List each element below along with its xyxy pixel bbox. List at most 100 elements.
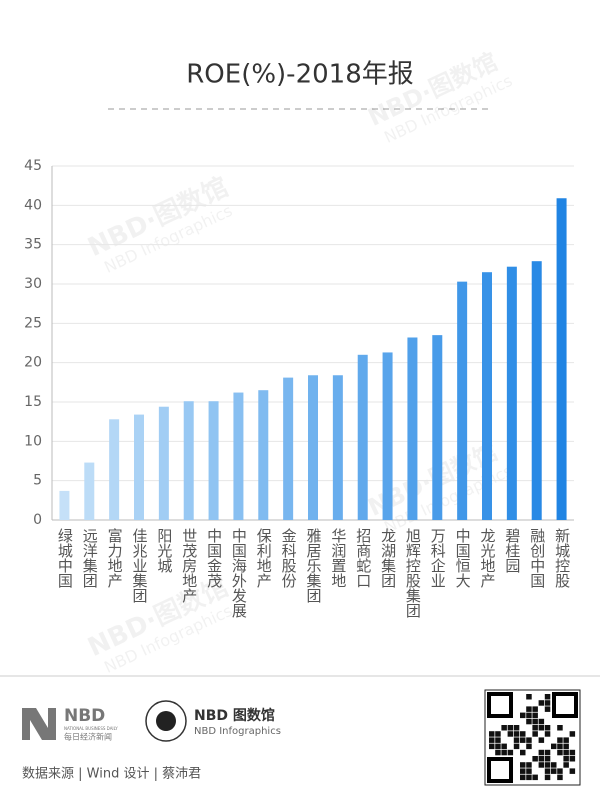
- qr-module: [544, 768, 551, 774]
- bar: [84, 462, 95, 520]
- nbd-logo-text: NBD: [64, 706, 105, 726]
- bar: [482, 272, 492, 520]
- qr-module: [501, 743, 507, 750]
- qr-module: [526, 737, 532, 743]
- qr-module: [495, 731, 501, 737]
- y-tick-label: 35: [24, 237, 42, 253]
- y-tick-label: 0: [33, 512, 42, 528]
- x-tick-label: 佳兆业集团: [131, 528, 149, 603]
- qr-module: [544, 749, 551, 756]
- y-tick-label: 5: [33, 473, 42, 489]
- qr-module: [520, 712, 526, 719]
- qr-module: [489, 731, 495, 737]
- bar: [382, 352, 393, 520]
- qr-module: [526, 768, 532, 774]
- source-text: 数据来源 | Wind 设计 | 蔡沛君: [22, 767, 201, 782]
- qr-module: [520, 749, 526, 756]
- bar: [407, 337, 418, 520]
- qr-module: [513, 725, 520, 731]
- bar: [208, 401, 219, 520]
- qr-module: [557, 737, 563, 743]
- qr-module: [501, 725, 507, 731]
- qr-module: [557, 743, 563, 750]
- qr-module: [538, 737, 545, 743]
- qr-module: [538, 756, 545, 762]
- qr-module: [544, 731, 551, 737]
- x-tick-label: 保利地产: [255, 528, 273, 588]
- x-tick-label: 龙光地产: [479, 528, 497, 588]
- bar: [432, 335, 443, 520]
- qr-module: [513, 737, 520, 743]
- qr-module: [557, 725, 563, 731]
- bar: [308, 375, 318, 520]
- qr-module: [520, 762, 526, 768]
- qr-module: [513, 731, 520, 737]
- qr-module: [538, 762, 545, 768]
- qr-module: [526, 743, 532, 750]
- x-tick-label: 阳光城: [155, 528, 173, 574]
- x-tick-label: 富力地产: [106, 527, 124, 588]
- qr-module: [532, 718, 538, 725]
- qr-module: [513, 743, 520, 750]
- info-logo-icon: [156, 711, 176, 731]
- qr-module: [569, 756, 576, 762]
- qr-module: [569, 731, 576, 737]
- qr-module: [526, 706, 532, 712]
- qr-module: [544, 774, 551, 781]
- bar: [357, 354, 368, 520]
- qr-module: [563, 743, 569, 750]
- qr-module: [551, 762, 557, 768]
- bar: [531, 261, 542, 520]
- qr-module: [557, 768, 563, 774]
- qr-module: [563, 756, 569, 762]
- bar: [457, 281, 468, 520]
- bar: [332, 375, 343, 520]
- nbd-logo-icon: [22, 708, 56, 740]
- qr-module: [569, 768, 576, 774]
- qr-module: [526, 694, 532, 700]
- x-tick-label: 世茂房地产: [180, 528, 198, 603]
- qr-module: [532, 706, 538, 712]
- chart-title: ROE(%)-2018年报: [186, 60, 414, 90]
- x-tick-label: 旭辉控股集团: [404, 528, 422, 618]
- nbd-logo-en: NATIONAL BUSINESS DAILY: [64, 726, 118, 731]
- qr-module: [501, 749, 507, 756]
- qr-module: [526, 712, 532, 719]
- qr-module: [532, 725, 538, 731]
- x-tick-label: 金科股份: [280, 528, 298, 589]
- qr-module: [544, 725, 551, 731]
- y-tick-label: 45: [24, 158, 42, 174]
- qr-module: [507, 749, 514, 756]
- qr-module: [557, 774, 563, 781]
- y-tick-label: 25: [24, 315, 42, 331]
- info-logo-cn: NBD 图数馆: [194, 707, 275, 724]
- x-tick-label: 中国海外发展: [230, 528, 248, 618]
- x-tick-label: 龙湖集团: [379, 528, 397, 588]
- qr-module: [569, 749, 576, 756]
- qr-module: [563, 737, 569, 743]
- y-tick-label: 30: [24, 276, 42, 292]
- qr-module: [538, 700, 545, 706]
- qr-module: [532, 774, 538, 781]
- qr-module: [551, 768, 557, 774]
- bar: [109, 419, 120, 520]
- qr-module: [520, 768, 526, 774]
- bar: [183, 401, 194, 520]
- qr-module: [489, 737, 495, 743]
- qr-module: [563, 762, 569, 768]
- qr-module: [532, 756, 538, 762]
- qr-module: [520, 737, 526, 743]
- qr-module: [557, 749, 563, 756]
- qr-module: [544, 756, 551, 762]
- nbd-logo-cn: 每日经济新闻: [64, 732, 112, 742]
- x-tick-label: 华润置地: [329, 528, 347, 588]
- x-tick-label: 远洋集团: [81, 528, 99, 588]
- x-tick-label: 中国金茂: [205, 528, 223, 589]
- qr-module: [544, 700, 551, 706]
- qr-module: [520, 731, 526, 737]
- bar: [283, 377, 294, 520]
- x-tick-label: 万科企业: [429, 528, 447, 588]
- bar: [59, 490, 70, 520]
- y-tick-label: 15: [24, 394, 42, 410]
